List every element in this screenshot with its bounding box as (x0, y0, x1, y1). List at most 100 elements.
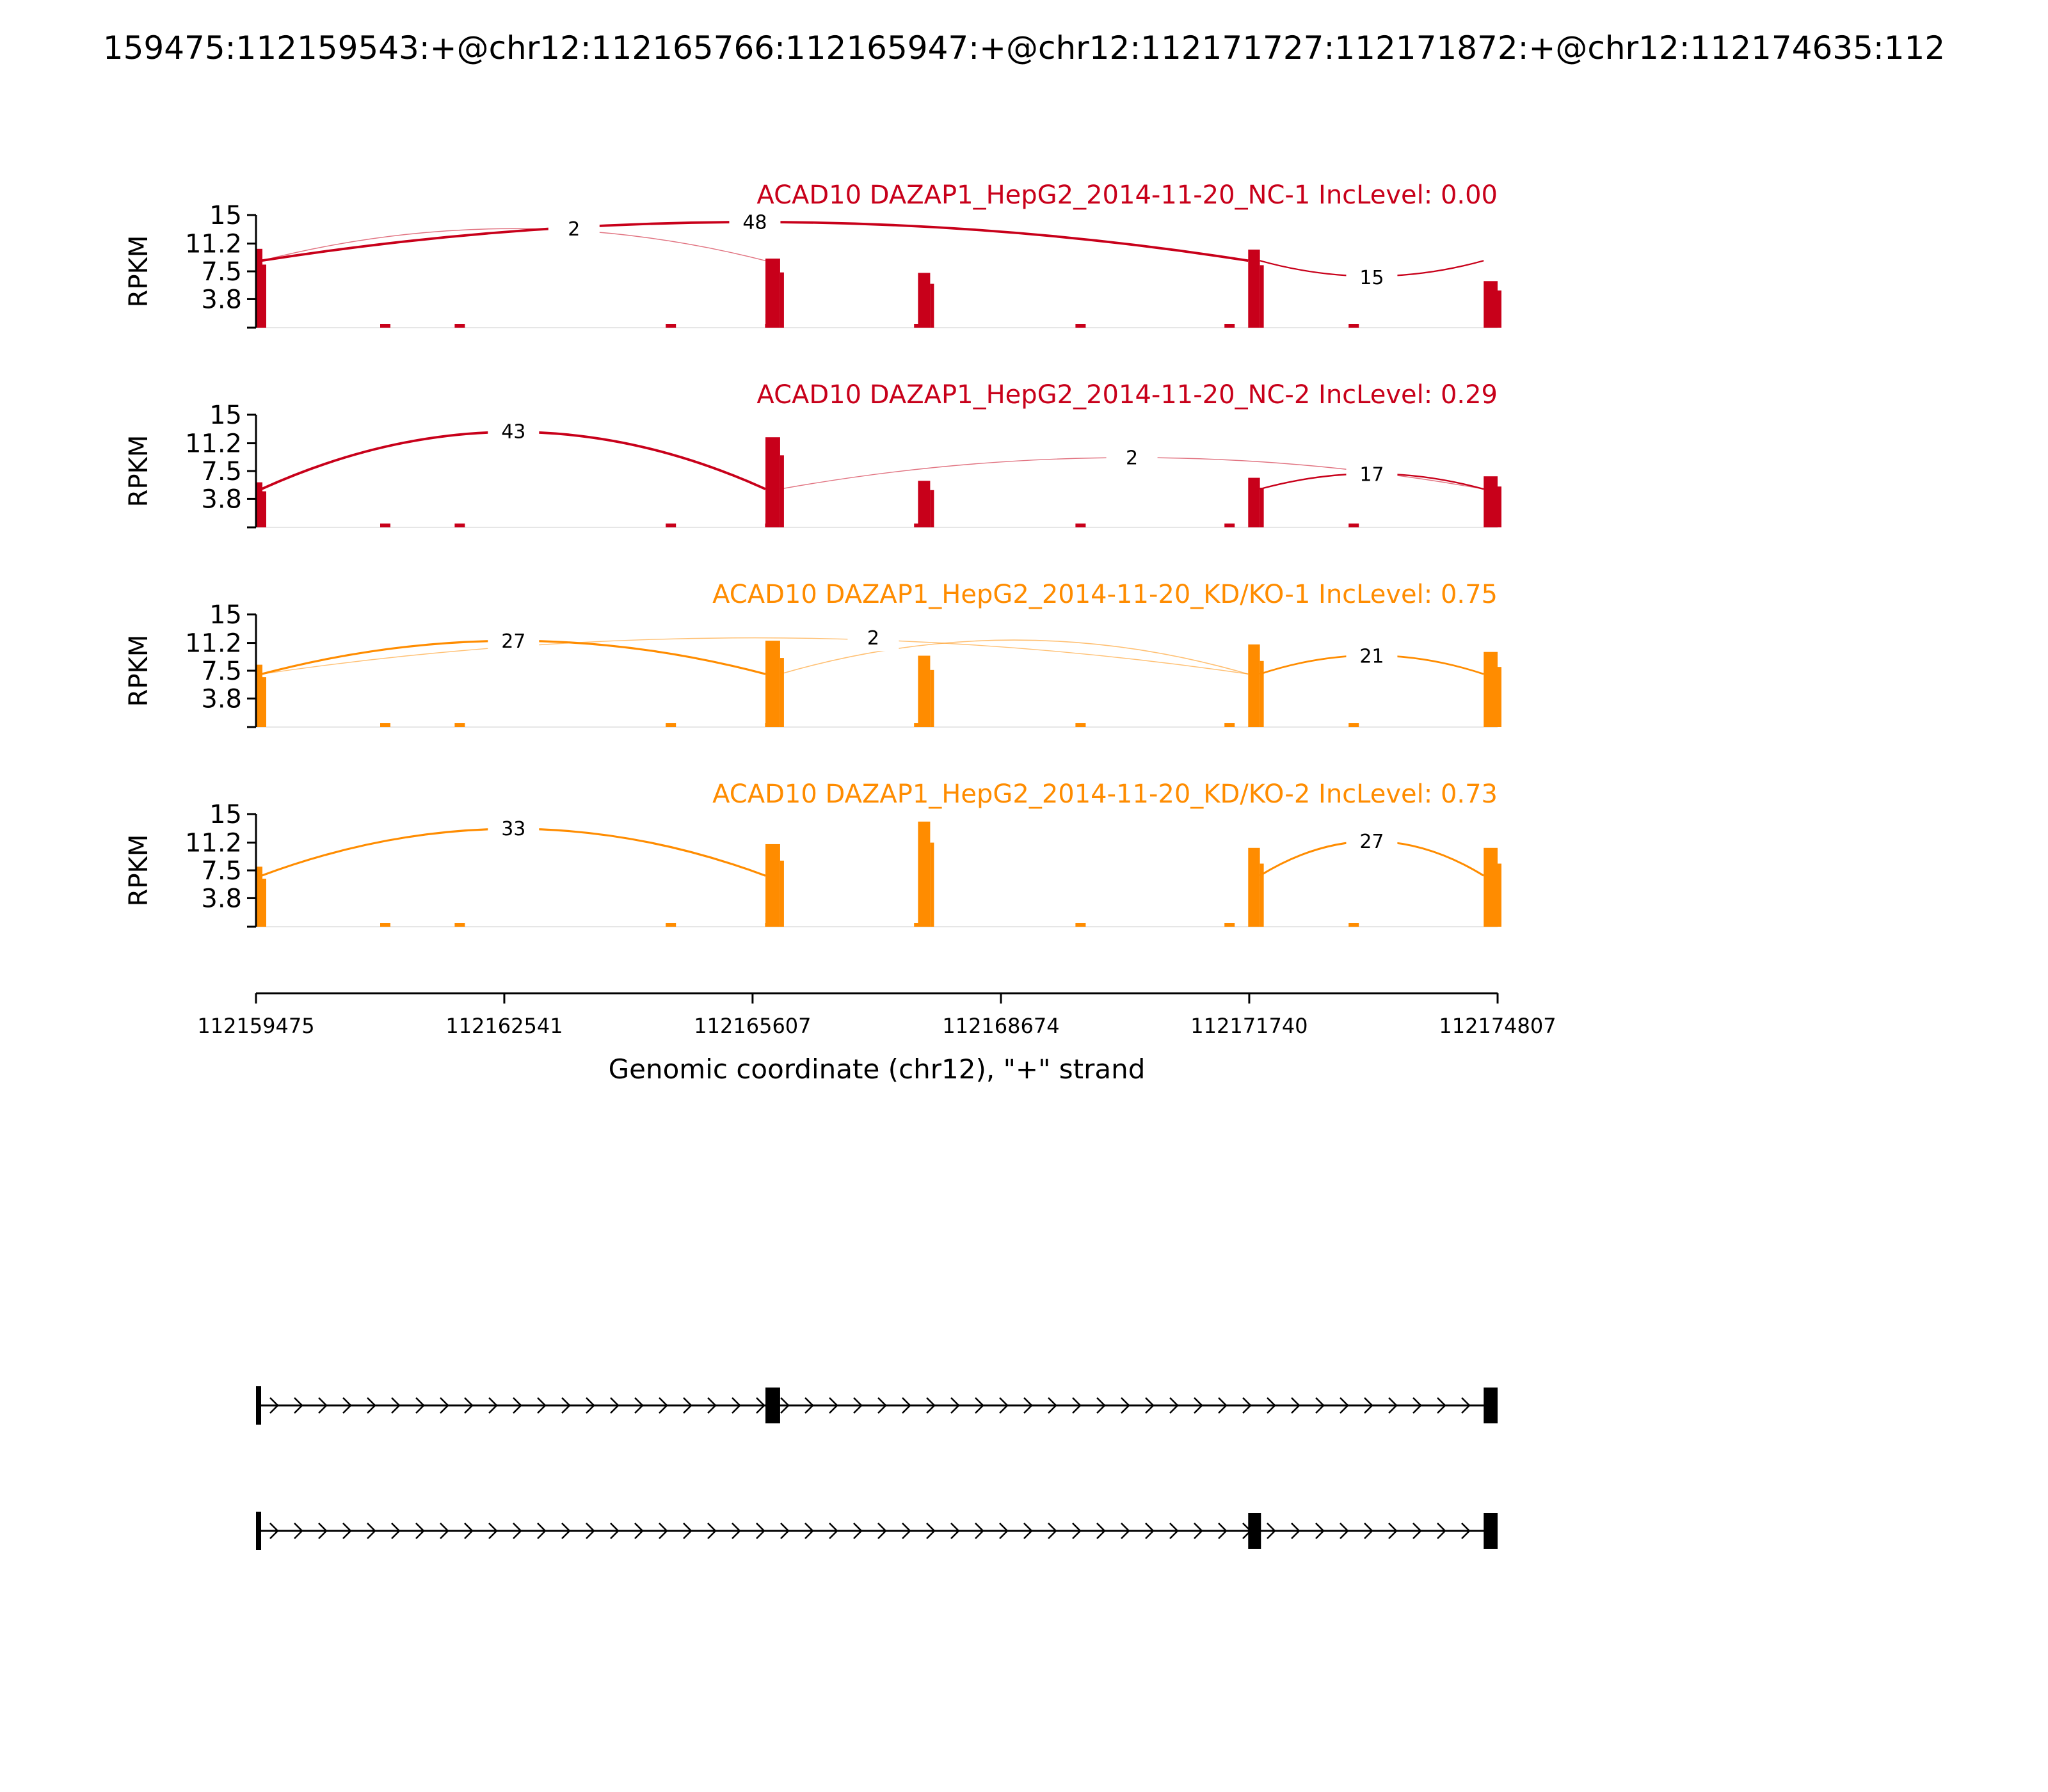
strand-arrow (1169, 1397, 1179, 1414)
coverage-bar (1248, 644, 1260, 727)
coverage-bar (780, 455, 784, 527)
sample-label: ACAD10 DAZAP1_HepG2_2014-11-20_KD/KO-2 I… (712, 780, 1498, 809)
y-tick-label: 7.5 (201, 257, 242, 287)
strand-arrow (1072, 1523, 1082, 1539)
junction-count-label: 15 (1359, 267, 1384, 289)
y-tick-label: 11.2 (185, 829, 242, 858)
junction-count-label: 2 (568, 218, 580, 241)
strand-arrow (488, 1523, 498, 1539)
strand-arrow (537, 1523, 547, 1539)
y-tick-label: 15 (209, 201, 242, 230)
x-tick-label: 112174807 (1439, 1014, 1556, 1038)
strand-arrow (999, 1397, 1009, 1414)
junction-label-bg (1346, 461, 1398, 488)
y-axis-label: RPKM (124, 835, 154, 907)
strand-arrow (1388, 1397, 1398, 1414)
junction-label-bg (1106, 445, 1158, 471)
strand-arrow (853, 1397, 863, 1414)
y-axis-label: RPKM (124, 236, 154, 308)
strand-arrow (415, 1523, 425, 1539)
strand-arrow (342, 1523, 352, 1539)
strand-arrow (1194, 1397, 1203, 1414)
coverage-bar (930, 842, 934, 927)
strand-arrow (1291, 1397, 1300, 1414)
junction-label-bg (548, 216, 600, 242)
strand-arrow (1121, 1397, 1130, 1414)
sample-panel: 33 27 ACAD10 DAZAP1_HepG2_2014-11-20_KD/KO… (124, 780, 1501, 928)
coverage-bar (1260, 863, 1264, 927)
coverage-bar (930, 490, 934, 527)
junction-label-bg (1346, 829, 1398, 855)
strand-arrow (999, 1523, 1009, 1539)
strand-arrow (1291, 1523, 1300, 1539)
exon-block (765, 1388, 780, 1423)
junction-count-label: 33 (501, 818, 525, 840)
strand-arrow (902, 1397, 911, 1414)
x-axis: 112159475 112162541 112165607 112168674 1121… (197, 992, 1556, 1038)
y-tick-label: 7.5 (201, 657, 242, 686)
junction-count-label: 21 (1359, 645, 1384, 668)
coverage-bar (1248, 477, 1260, 527)
strand-arrow (294, 1523, 303, 1539)
sample-label: ACAD10 DAZAP1_HepG2_2014-11-20_NC-2 IncL… (756, 380, 1498, 410)
y-tick-label: 15 (209, 401, 242, 430)
strand-arrow (877, 1523, 887, 1539)
y-axis-label: RPKM (124, 635, 154, 707)
y-axis-label: RPKM (124, 435, 154, 508)
strand-arrow (829, 1397, 838, 1414)
coverage-bar (262, 264, 266, 328)
junction-label-bg (488, 419, 540, 445)
coverage-blip (380, 723, 390, 727)
strand-arrow (1145, 1397, 1155, 1414)
coverage-bar (256, 664, 262, 727)
strand-arrow (1023, 1523, 1033, 1539)
strand-arrow (1315, 1523, 1325, 1539)
strand-arrow (853, 1523, 863, 1539)
strand-arrow (732, 1397, 741, 1414)
coverage-bar (256, 867, 262, 927)
strand-arrow (561, 1523, 571, 1539)
x-tick-label: 112165607 (694, 1014, 811, 1038)
coverage-bar (930, 284, 934, 328)
strand-arrow (391, 1523, 401, 1539)
isoform-model (256, 1386, 1498, 1425)
strand-arrow (294, 1397, 303, 1414)
strand-arrow (269, 1397, 279, 1414)
strand-arrow (1267, 1397, 1276, 1414)
strand-arrow (634, 1397, 644, 1414)
coverage-blip (1075, 324, 1086, 328)
junction-label-bg (488, 628, 540, 654)
coverage-bar (1248, 847, 1260, 927)
coverage-bar (765, 844, 780, 927)
coverage-bar (918, 481, 931, 527)
y-tick-label: 3.8 (201, 484, 242, 514)
coverage-bar (1484, 847, 1498, 927)
coverage-blip (914, 324, 925, 328)
strand-arrow (1048, 1397, 1057, 1414)
y-tick-label: 15 (209, 800, 242, 829)
coverage-blip (666, 923, 676, 927)
strand-arrow (1412, 1523, 1422, 1539)
coverage-bar (1260, 265, 1264, 328)
exon-block (1484, 1388, 1498, 1423)
junction-count-label: 27 (1359, 831, 1384, 853)
junction-count-label: 48 (742, 211, 767, 234)
coverage-blip (1348, 524, 1359, 527)
y-tick-label: 3.8 (201, 285, 242, 314)
strand-arrow (513, 1523, 522, 1539)
strand-arrow (1048, 1523, 1057, 1539)
coverage-blip (1348, 723, 1359, 727)
coverage-blip (454, 324, 465, 328)
strand-arrow (1364, 1397, 1373, 1414)
strand-arrow (1437, 1523, 1446, 1539)
coverage-blip (380, 324, 390, 328)
sample-panel: 43 2 17 ACAD10 DAZAP1_HepG2_2014-11-20_NC-2… (124, 380, 1501, 529)
coverage-bar (256, 482, 262, 527)
sample-panel: 48 2 15 ACAD10 DAZAP1_HepG2_2014-11-20_NC-1… (124, 180, 1501, 329)
strand-arrow (1364, 1523, 1373, 1539)
strand-arrow (1461, 1523, 1471, 1539)
x-tick-label: 112171740 (1190, 1014, 1308, 1038)
exon-block (256, 1386, 261, 1425)
x-axis-label: Genomic coordinate (chr12), "+" strand (609, 1053, 1146, 1085)
